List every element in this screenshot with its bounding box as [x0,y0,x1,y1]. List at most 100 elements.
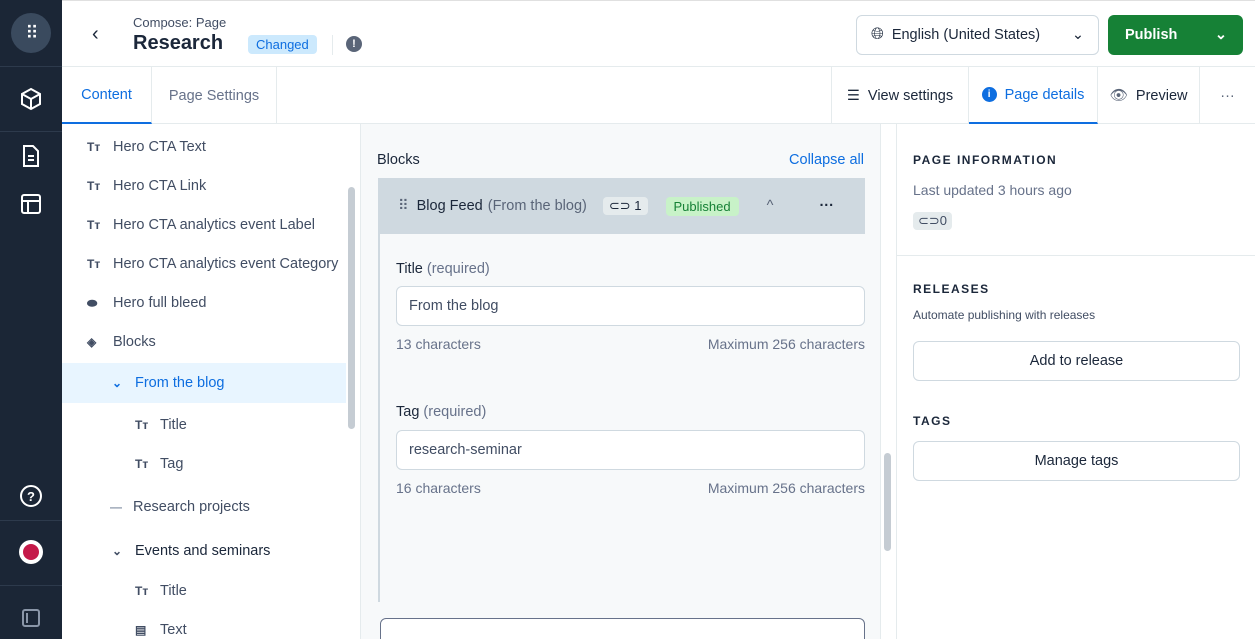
tree-item[interactable]: Tт Title [62,571,346,611]
chevron-up-icon[interactable]: ^ [766,198,774,214]
tree-item-label: Text [160,622,187,638]
tree-item-label: Hero CTA Link [113,178,207,194]
tree-item[interactable]: Tт Tag [62,444,346,484]
tab-label: Page details [1004,86,1085,103]
drag-handle-icon[interactable]: ⠿ [398,198,409,214]
text-icon: Tт [87,179,101,193]
info-icon: i [981,87,997,102]
page-info-heading: PAGE INFORMATION [913,153,1058,167]
tag-field-label: Tag (required) [396,404,487,420]
help-button[interactable]: ? [0,478,62,514]
last-updated: Last updated 3 hours ago [913,182,1072,198]
releases-description: Automate publishing with releases [913,308,1096,322]
tree-item-label: Hero full bleed [113,295,207,311]
content-tree: Tт Hero CTA Text Tт Hero CTA Link Tт Hero CTA… [62,124,346,639]
more-options-button[interactable]: ··· [1220,87,1235,104]
warning-icon[interactable]: ! [346,36,362,52]
layout-button[interactable] [0,186,62,222]
collapse-all-link[interactable]: Collapse all [789,152,864,168]
tree-item[interactable]: Tт Title [62,405,346,445]
tree-item[interactable]: ◈ Blocks [62,322,346,362]
tree-item[interactable]: Tт Hero CTA analytics event Label [62,205,346,245]
tag-input[interactable]: research-seminar [396,430,865,470]
link-icon: ⊂⊃ [918,213,940,228]
title-field-label: Title (required) [396,261,490,277]
layers-icon: ◈ [87,335,97,349]
locale-select[interactable]: 🌐︎ English (United States) ⌄ [856,15,1099,55]
text-icon: Tт [87,218,101,232]
chevron-down-icon[interactable]: ⌄ [112,376,123,390]
space-avatar[interactable] [0,534,62,570]
eye-icon: 👁︎ [1109,88,1128,104]
tree-item-label: Events and seminars [135,543,271,559]
tree-item[interactable]: ⬬ Hero full bleed [62,283,346,323]
references-badge[interactable]: ⊂⊃0 [913,212,953,230]
entries-button[interactable] [0,138,62,174]
tree-item-label: Title [160,417,187,433]
link-icon: ⊂⊃ [608,198,631,213]
toggle-icon: ⬬ [87,295,98,310]
tree-item[interactable]: ▤ Text [62,610,346,639]
tab-view-settings[interactable]: ☰ View settings [831,67,969,124]
tab-preview[interactable]: 👁︎ Preview [1098,67,1200,124]
text-icon: Tт [135,457,149,471]
add-to-release-button[interactable]: Add to release [913,341,1240,381]
view-settings-icon: ☰ [846,87,860,104]
text-icon: Tт [87,257,101,271]
page-details-panel: PAGE INFORMATION Last updated 3 hours ag… [896,124,1255,639]
richtext-icon: ▤ [135,623,147,637]
next-block[interactable] [380,618,865,639]
tree-item-label: Blocks [113,334,156,350]
tab-page-settings[interactable]: Page Settings [152,67,277,124]
status-badge: Published [665,196,739,216]
document-icon [23,145,39,167]
tab-label: Preview [1135,87,1188,104]
editor-panel: Blocks Collapse all ⠿ Blog Feed (From th… [360,124,881,639]
tree-item[interactable]: Tт Hero CTA Link [62,166,346,206]
cube-icon [21,87,41,111]
tree-item-label: Hero CTA analytics event Category [113,256,339,272]
more-options-icon[interactable]: ··· [819,198,834,214]
grid-icon: ⠿ [11,13,51,53]
toggle-sidebar-button[interactable] [0,600,62,636]
block-header[interactable]: ⠿ Blog Feed (From the blog) ⊂⊃ 1 Publish… [378,178,865,234]
tree-item[interactable]: Tт Hero CTA Text [62,127,346,167]
tab-label: View settings [867,87,954,104]
help-icon: ? [20,485,42,507]
tab-content[interactable]: Content [62,67,152,124]
tree-item[interactable]: ⌄ Events and seminars [62,531,346,571]
tree-scrollbar[interactable] [348,187,355,429]
content-model-button[interactable] [0,76,62,122]
page-title: Research [133,32,224,54]
tag-hint: 16 characters Maximum 256 characters [396,480,865,496]
locale-label: English (United States) [891,27,1041,43]
tree-item[interactable]: Tт Hero CTA analytics event Category [62,244,346,284]
tree-item-label: Research projects [133,499,250,515]
tree-item-label: From the blog [135,375,225,391]
title-input[interactable]: From the blog [396,286,865,326]
block-subname: (From the blog) [487,198,587,214]
tab-bar: Content Page Settings ☰ View settings i Pa… [62,67,1255,124]
chevron-down-icon[interactable]: ⌄ [1214,27,1227,43]
apps-button[interactable]: ⠿ [0,8,62,58]
page-header: ‹ Compose: Page Research Changed ! 🌐︎ Eng… [62,0,1255,67]
tree-item[interactable]: — Research projects [62,487,346,527]
references-badge: ⊂⊃ 1 [602,197,648,215]
references-count: 0 [939,213,948,228]
back-button[interactable]: ‹ [92,23,99,45]
editor-scrollbar[interactable] [884,453,891,551]
raspberry-icon [19,540,43,564]
globe-icon: 🌐︎ [871,26,884,43]
publish-button[interactable]: Publish ⌄ [1108,15,1243,55]
tree-item-label: Hero CTA analytics event Label [113,217,316,233]
tree-item[interactable]: ⌄ From the blog [62,363,346,403]
status-badge: Changed [248,35,317,54]
title-hint: 13 characters Maximum 256 characters [396,336,865,352]
tags-heading: TAGS [913,414,952,428]
tree-item-label: Hero CTA Text [113,139,206,155]
tree-item-label: Title [160,583,187,599]
chevron-down-icon[interactable]: ⌄ [112,544,123,558]
dash-icon: — [110,500,122,514]
tab-page-details[interactable]: i Page details [969,67,1098,124]
manage-tags-button[interactable]: Manage tags [913,441,1240,481]
